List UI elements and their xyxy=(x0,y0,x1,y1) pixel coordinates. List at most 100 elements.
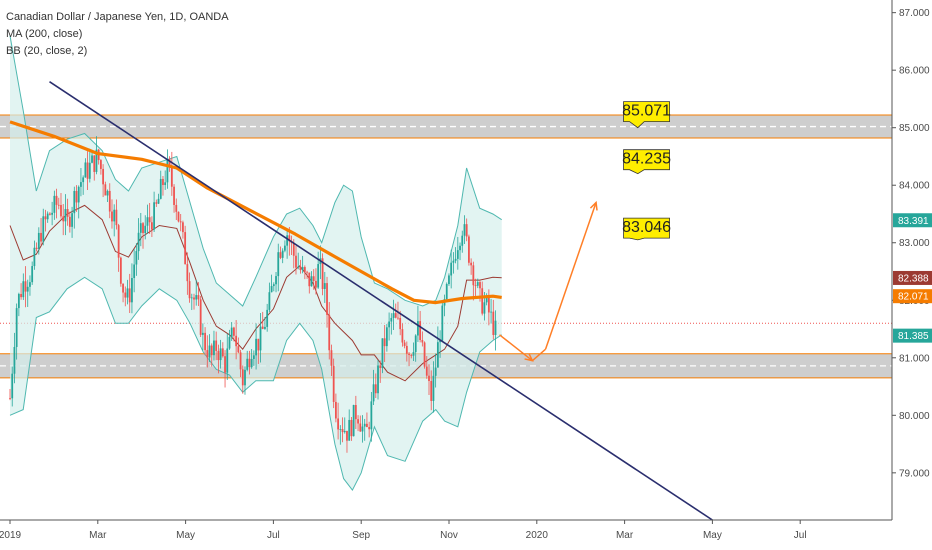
candle-body xyxy=(228,336,231,349)
candle-body xyxy=(182,222,184,233)
candle-body xyxy=(113,209,116,222)
candle-body xyxy=(88,162,91,179)
candle-body xyxy=(250,359,253,368)
trend-line[interactable] xyxy=(49,81,713,521)
candle-body xyxy=(139,223,142,233)
candle-body xyxy=(390,317,393,322)
candle-body xyxy=(425,366,428,376)
candle-body xyxy=(22,281,25,298)
candle-body xyxy=(66,209,69,217)
candle-body xyxy=(164,182,167,186)
time-tick-label: Mar xyxy=(616,530,634,541)
candle-body xyxy=(166,159,169,183)
candle-body xyxy=(49,213,51,215)
price-tick-label: 87.000 xyxy=(899,8,930,19)
candle-body xyxy=(157,198,160,204)
candle-body xyxy=(441,305,444,341)
price-callout[interactable]: 83.046 xyxy=(622,217,671,241)
candle-body xyxy=(264,326,266,329)
projection-arrows[interactable] xyxy=(499,200,598,362)
candle-body xyxy=(292,243,295,256)
candle-body xyxy=(270,286,273,293)
price-tick-label: 84.000 xyxy=(899,181,930,192)
candle-body xyxy=(75,190,78,203)
price-callout[interactable]: 85.071 xyxy=(622,101,671,129)
symbol-title[interactable]: Canadian Dollar / Japanese Yen, 1D, OAND… xyxy=(6,11,229,23)
candle-body xyxy=(168,159,171,167)
candle-body xyxy=(159,178,162,199)
price-callout[interactable]: 84.235 xyxy=(622,149,671,175)
candle-body xyxy=(428,375,430,382)
price-tag-label: 82.071 xyxy=(898,292,929,303)
candle-body xyxy=(9,398,11,399)
candle-body xyxy=(419,321,422,340)
time-axis[interactable]: 2019 Mar May Jul Sep Nov 2020 Mar May Jul xyxy=(0,519,892,541)
price-tick-label: 85.000 xyxy=(899,123,930,134)
candle-body xyxy=(82,177,85,183)
candle-body xyxy=(430,381,433,401)
callout-box xyxy=(623,101,670,129)
candle-body xyxy=(122,283,124,293)
descending-trendline xyxy=(49,81,713,521)
candle-body xyxy=(479,282,481,289)
candle-body xyxy=(84,162,87,178)
price-callouts[interactable]: 85.071 84.235 83.046 xyxy=(622,101,671,241)
ma-indicator-label[interactable]: MA (200, close) xyxy=(6,28,83,40)
candle-body xyxy=(361,426,364,432)
ma-200-polyline xyxy=(9,120,502,305)
candle-body xyxy=(142,223,144,234)
price-axis[interactable]: 87.00086.00085.00084.00083.00082.00081.0… xyxy=(891,0,930,520)
callout-box xyxy=(623,149,670,175)
candle-body xyxy=(11,373,14,399)
projection-up-arrow xyxy=(544,202,597,350)
price-tick-label: 80.000 xyxy=(899,411,930,422)
price-tag-box xyxy=(893,270,932,285)
candle-body xyxy=(432,375,435,401)
candle-body xyxy=(476,282,479,286)
candle-body xyxy=(115,209,118,226)
time-tick-label: 2020 xyxy=(526,530,549,541)
candle-body xyxy=(255,338,257,356)
candle-body xyxy=(111,211,113,222)
candle-body xyxy=(485,295,488,303)
candle-body xyxy=(281,250,284,258)
candle-body xyxy=(252,355,255,360)
candle-body xyxy=(80,182,82,187)
candle-body xyxy=(40,232,42,242)
candle-body xyxy=(357,419,359,424)
candle-body xyxy=(348,419,351,441)
candle-body xyxy=(150,222,153,230)
candle-body xyxy=(397,317,399,319)
candle-body xyxy=(299,266,302,271)
bb-indicator-label[interactable]: BB (20, close, 2) xyxy=(6,45,88,57)
time-tick-label: Nov xyxy=(440,530,458,541)
candle-body xyxy=(213,340,215,356)
candle-body xyxy=(33,247,36,267)
time-tick-label: 2019 xyxy=(0,530,22,541)
candle-body xyxy=(131,278,133,303)
candle-body xyxy=(55,195,58,205)
candle-body xyxy=(155,202,158,204)
candle-body xyxy=(175,204,178,212)
candle-body xyxy=(354,404,357,420)
candle-body xyxy=(190,297,193,299)
projection-up-arrow-head xyxy=(589,200,598,211)
price-tags: 83.391 82.388 82.071 81.385 xyxy=(893,213,932,343)
candle-body xyxy=(403,342,406,346)
candle-body xyxy=(86,162,89,179)
candle-body xyxy=(346,430,348,441)
candle-body xyxy=(24,281,27,292)
candle-body xyxy=(188,281,191,299)
candle-body xyxy=(266,309,269,327)
candle-body xyxy=(275,276,277,285)
candle-body xyxy=(468,236,470,263)
candle-body xyxy=(434,367,437,376)
candle-body xyxy=(317,264,320,288)
candle-body xyxy=(452,260,455,263)
candle-body xyxy=(44,216,47,220)
candle-body xyxy=(326,283,328,315)
candle-body xyxy=(244,369,246,386)
candle-body xyxy=(463,224,466,236)
candle-body xyxy=(197,295,200,300)
